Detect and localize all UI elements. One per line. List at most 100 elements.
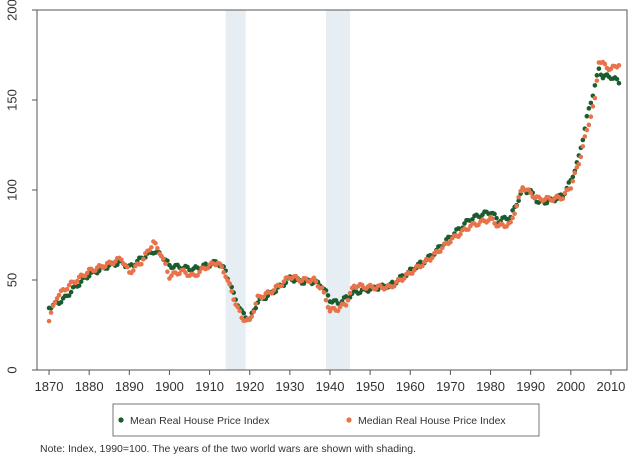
point-mean-1875.5	[68, 289, 74, 295]
point-median-1970	[448, 239, 453, 245]
point-median-1917.5	[237, 308, 242, 314]
point-median-1998	[560, 196, 566, 201]
point-median-1899	[163, 261, 168, 267]
point-median-1891	[131, 268, 136, 273]
point-median-1961	[411, 267, 417, 273]
point-median-1877	[74, 278, 80, 284]
point-mean-1878	[78, 279, 84, 284]
point-median-1907.5	[197, 269, 202, 275]
point-median-2002.5	[578, 154, 584, 160]
point-median-1889.5	[125, 264, 130, 270]
x-tick-label-1880: 1880	[75, 379, 104, 394]
y-tick-label-150: 150	[5, 89, 20, 111]
point-median-1915.5	[229, 288, 234, 294]
legend-marker-median	[346, 417, 352, 423]
point-mean-2007	[596, 66, 602, 71]
point-median-1939.5	[325, 305, 331, 310]
point-median-1914.5	[225, 278, 230, 283]
point-mean-1921.5	[253, 305, 259, 311]
point-mean-2004	[584, 113, 590, 119]
legend-label-median: Median Real House Price Index	[358, 415, 506, 427]
point-median-1913.5	[221, 270, 226, 275]
point-mean-2000.5	[570, 174, 576, 180]
point-median-1963	[420, 263, 425, 269]
x-tick-label-1980: 1980	[476, 379, 505, 394]
point-median-1944.5	[345, 297, 351, 303]
legend-label-mean: Mean Real House Price Index	[130, 415, 270, 427]
x-tick-label-1960: 1960	[396, 379, 425, 394]
point-median-1907	[195, 273, 200, 278]
point-median-2005	[588, 114, 594, 119]
point-median-2006	[592, 95, 598, 101]
point-median-2004	[584, 127, 590, 133]
point-median-1909.5	[205, 265, 210, 271]
point-median-1972.5	[458, 231, 463, 237]
point-mean-1877.5	[76, 283, 82, 288]
point-median-1942	[335, 308, 341, 314]
point-median-2002	[576, 161, 582, 167]
x-tick-label-1990: 1990	[516, 379, 545, 394]
point-median-1917	[235, 304, 240, 310]
point-median-1965.5	[430, 255, 435, 261]
point-median-1915	[227, 281, 232, 287]
point-median-1870.5	[48, 310, 54, 315]
point-median-1928.5	[281, 279, 287, 284]
point-median-1986	[512, 211, 517, 217]
x-tick-label-2010: 2010	[596, 379, 625, 394]
point-median-1871.5	[52, 300, 58, 305]
point-mean-1981.5	[494, 215, 499, 221]
y-tick-label-200: 200	[5, 0, 20, 21]
x-tick-label-1910: 1910	[195, 379, 224, 394]
point-median-1979.5	[486, 218, 491, 223]
point-mean-2007.5	[598, 72, 604, 78]
point-mean-2004.5	[586, 106, 592, 111]
point-mean-1873	[58, 300, 64, 305]
point-median-1960.5	[409, 271, 415, 276]
point-median-2004.5	[586, 122, 592, 128]
point-median-1985	[508, 219, 513, 225]
point-median-1923.5	[261, 294, 267, 300]
point-median-1936.5	[313, 279, 319, 284]
point-median-1921.5	[253, 301, 259, 307]
point-mean-2006.5	[594, 73, 600, 78]
point-median-1985.5	[510, 215, 515, 221]
point-median-1898.5	[161, 256, 166, 262]
x-tick-label-1870: 1870	[35, 379, 64, 394]
data-points-layer	[46, 59, 622, 324]
point-median-1956	[391, 283, 397, 289]
point-median-1893.5	[141, 256, 146, 262]
point-mean-2005	[588, 100, 594, 106]
point-median-1944	[343, 303, 349, 308]
point-mean-1981	[492, 211, 497, 217]
point-median-1990	[528, 190, 533, 196]
point-mean-1985.5	[510, 208, 515, 213]
point-median-1977	[476, 222, 481, 228]
y-tick-label-50: 50	[5, 273, 20, 287]
point-median-1987.5	[518, 188, 523, 194]
legend-box	[112, 403, 540, 437]
series-median	[46, 59, 622, 324]
point-median-1874.5	[64, 286, 70, 292]
point-median-1939	[323, 297, 329, 303]
point-median-1893	[139, 261, 144, 267]
y-tick-label-100: 100	[5, 179, 20, 201]
x-tick-label-1890: 1890	[115, 379, 144, 394]
point-median-1870	[46, 318, 52, 324]
point-median-1967.5	[438, 249, 443, 254]
y-tick-label-0: 0	[5, 366, 20, 373]
point-median-1986.5	[514, 203, 519, 209]
point-median-2000	[568, 186, 574, 191]
x-tick-label-2000: 2000	[556, 379, 585, 394]
point-mean-1975.5	[470, 216, 475, 222]
point-median-1938.5	[321, 290, 327, 295]
point-mean-2003	[580, 137, 586, 143]
point-median-1920.5	[249, 314, 255, 319]
point-median-1884	[102, 264, 108, 269]
point-median-1902.5	[177, 271, 182, 277]
x-tick-label-1950: 1950	[356, 379, 385, 394]
x-axis: 1870 1880 1890 1900 1910 1920 1930 1940 1950 1960…	[35, 370, 625, 394]
legend: Mean Real House Price Index Median Real …	[112, 403, 540, 437]
point-median-1936	[311, 275, 317, 281]
point-median-1879.5	[84, 270, 90, 276]
